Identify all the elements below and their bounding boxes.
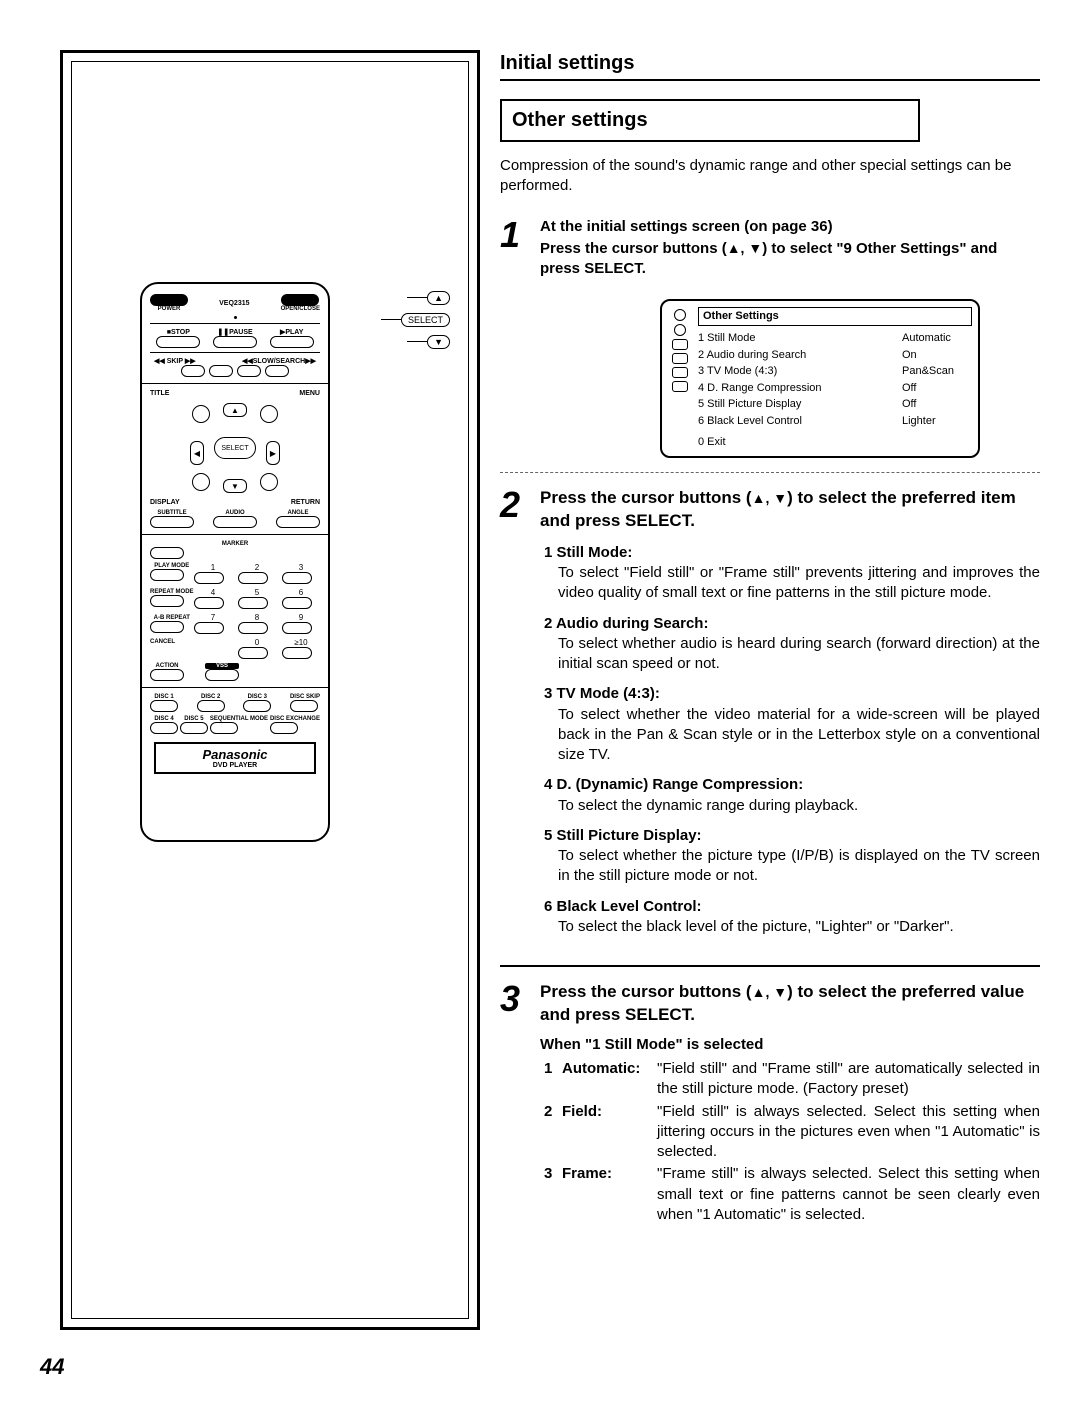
box-title: Other settings [500, 99, 920, 142]
callout-up: ▲ [427, 288, 450, 306]
osd-panel: Other Settings 1 Still ModeAutomatic2 Au… [660, 299, 980, 458]
power-button [150, 294, 188, 306]
remote-control: POWER VEQ2315 OPEN/CLOSE ■STOP ❚❚PAUSE ▶… [140, 282, 330, 842]
numpad: 1 2 3 4 5 6 7 8 9 0 ≥10 [194, 563, 320, 659]
intro-text: Compression of the sound's dynamic range… [500, 156, 1040, 197]
page-number: 44 [40, 1354, 64, 1380]
callout-select: SELECT [401, 310, 450, 328]
section-heading: Initial settings [500, 50, 1040, 81]
step-3: 3 Press the cursor buttons (▲, ▼) to sel… [500, 981, 1040, 1227]
open-close-button [281, 294, 319, 306]
remote-illustration-frame: ▲ SELECT ▼ POWER VEQ2315 OPEN/CLOSE ■STO… [60, 50, 480, 1330]
dpad: ▲ ◀ SELECT ▶ ▼ [190, 403, 280, 493]
step-2: 2 Press the cursor buttons (▲, ▼) to sel… [500, 487, 1040, 947]
brand: Panasonic [159, 747, 311, 762]
step-1: 1 At the initial settings screen (on pag… [500, 217, 1040, 282]
model-number: VEQ2315 [219, 300, 249, 307]
callout-down: ▼ [427, 332, 450, 350]
